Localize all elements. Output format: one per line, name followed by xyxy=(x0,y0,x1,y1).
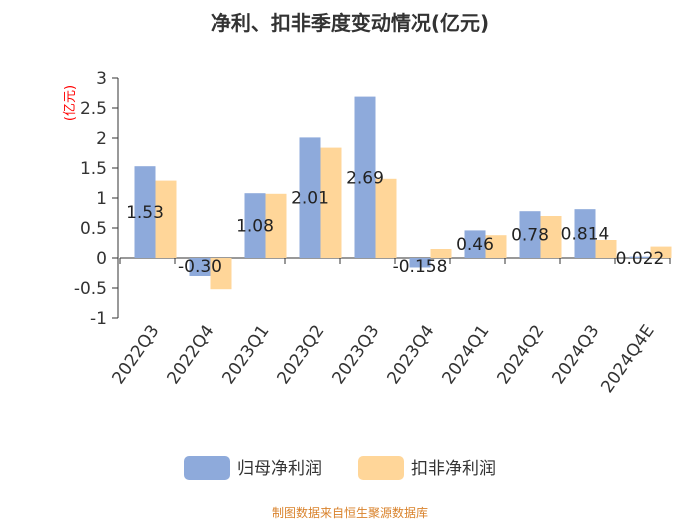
bar-net-profit-2022Q4 xyxy=(189,258,211,276)
x-tick-label: 2023Q1 xyxy=(219,321,274,388)
bar-deducted-profit-2024Q4E xyxy=(650,246,672,258)
data-label-2023Q4: -0.158 xyxy=(393,257,448,277)
bar-deducted-profit-2022Q3 xyxy=(155,180,177,258)
y-tick-label: 0.5 xyxy=(80,219,107,239)
source-note: 制图数据来自恒生聚源数据库 xyxy=(272,505,428,520)
data-label-2024Q1: 0.46 xyxy=(456,235,494,255)
chart-title: 净利、扣非季度变动情况(亿元) xyxy=(211,11,489,35)
y-tick-label: -0.5 xyxy=(74,279,107,299)
bar-net-profit-2023Q2 xyxy=(299,137,321,258)
y-tick-label: -1 xyxy=(90,309,107,329)
x-tick-label: 2023Q4 xyxy=(384,321,439,388)
legend: 归母净利润 扣非净利润 xyxy=(184,456,496,480)
data-label-2023Q1: 1.08 xyxy=(236,217,274,237)
x-tick-label: 2023Q2 xyxy=(274,321,329,388)
bar-deducted-profit-2024Q1 xyxy=(485,235,507,258)
data-label-2022Q4: -0.30 xyxy=(178,257,222,277)
y-axis-label: (亿元) xyxy=(63,85,78,121)
x-axis: 2022Q3 2022Q4 2023Q1 2023Q2 2023Q3 2023Q4 2024… xyxy=(109,257,671,397)
x-tick-label: 2022Q3 xyxy=(109,321,164,388)
x-tick-label: 2023Q3 xyxy=(329,321,384,388)
bar-net-profit-2023Q1 xyxy=(244,193,266,258)
bar-net-profit-2024Q4E xyxy=(629,256,651,258)
bar-net-profit-2023Q3 xyxy=(354,96,376,258)
legend-swatch-deducted-profit xyxy=(358,456,404,480)
y-tick-label: 3 xyxy=(96,69,107,89)
data-label-2024Q2: 0.78 xyxy=(511,226,549,246)
x-tick-label: 2024Q3 xyxy=(549,321,604,388)
data-label-2024Q3: 0.814 xyxy=(561,225,610,245)
y-tick-label: 1.5 xyxy=(80,159,107,179)
data-labels: 1.53 -0.30 1.08 2.01 2.69 -0.158 0.46 0.78 0.814… xyxy=(126,168,664,277)
legend-swatch-net-profit xyxy=(184,456,230,480)
y-tick-label: 0 xyxy=(96,249,107,269)
bar-net-profit-2022Q3 xyxy=(134,166,156,258)
legend-label-deducted-profit: 扣非净利润 xyxy=(411,459,496,479)
bar-deducted-profit-2024Q3 xyxy=(595,240,617,258)
bars xyxy=(134,96,672,290)
bar-deducted-profit-2022Q4 xyxy=(210,258,232,290)
bar-net-profit-2024Q3 xyxy=(574,209,596,258)
bar-net-profit-2023Q4 xyxy=(409,258,431,268)
x-tick-label: 2024Q4E xyxy=(597,321,658,397)
bar-deducted-profit-2023Q3 xyxy=(375,178,397,258)
y-axis: 3 2.5 2 1.5 1 0.5 0 -0.5 -1 xyxy=(74,69,119,329)
bar-deducted-profit-2023Q4 xyxy=(430,249,452,258)
data-label-2024Q4E: 0.022 xyxy=(616,249,665,269)
x-tick-label: 2024Q1 xyxy=(439,321,494,388)
x-tick-label: 2022Q4 xyxy=(164,321,219,388)
data-label-2022Q3: 1.53 xyxy=(126,203,164,223)
y-tick-label: 2.5 xyxy=(80,99,107,119)
y-tick-label: 1 xyxy=(96,189,107,209)
bar-deducted-profit-2023Q2 xyxy=(320,147,342,258)
y-tick-label: 2 xyxy=(96,129,107,149)
bar-net-profit-2024Q2 xyxy=(519,211,541,258)
x-tick-label: 2024Q2 xyxy=(494,321,549,388)
legend-label-net-profit: 归母净利润 xyxy=(237,459,322,479)
data-label-2023Q2: 2.01 xyxy=(291,189,329,209)
bar-deducted-profit-2023Q1 xyxy=(265,193,287,258)
bar-net-profit-2024Q1 xyxy=(464,230,486,258)
data-label-2023Q3: 2.69 xyxy=(346,168,384,188)
bar-deducted-profit-2024Q2 xyxy=(540,216,562,258)
